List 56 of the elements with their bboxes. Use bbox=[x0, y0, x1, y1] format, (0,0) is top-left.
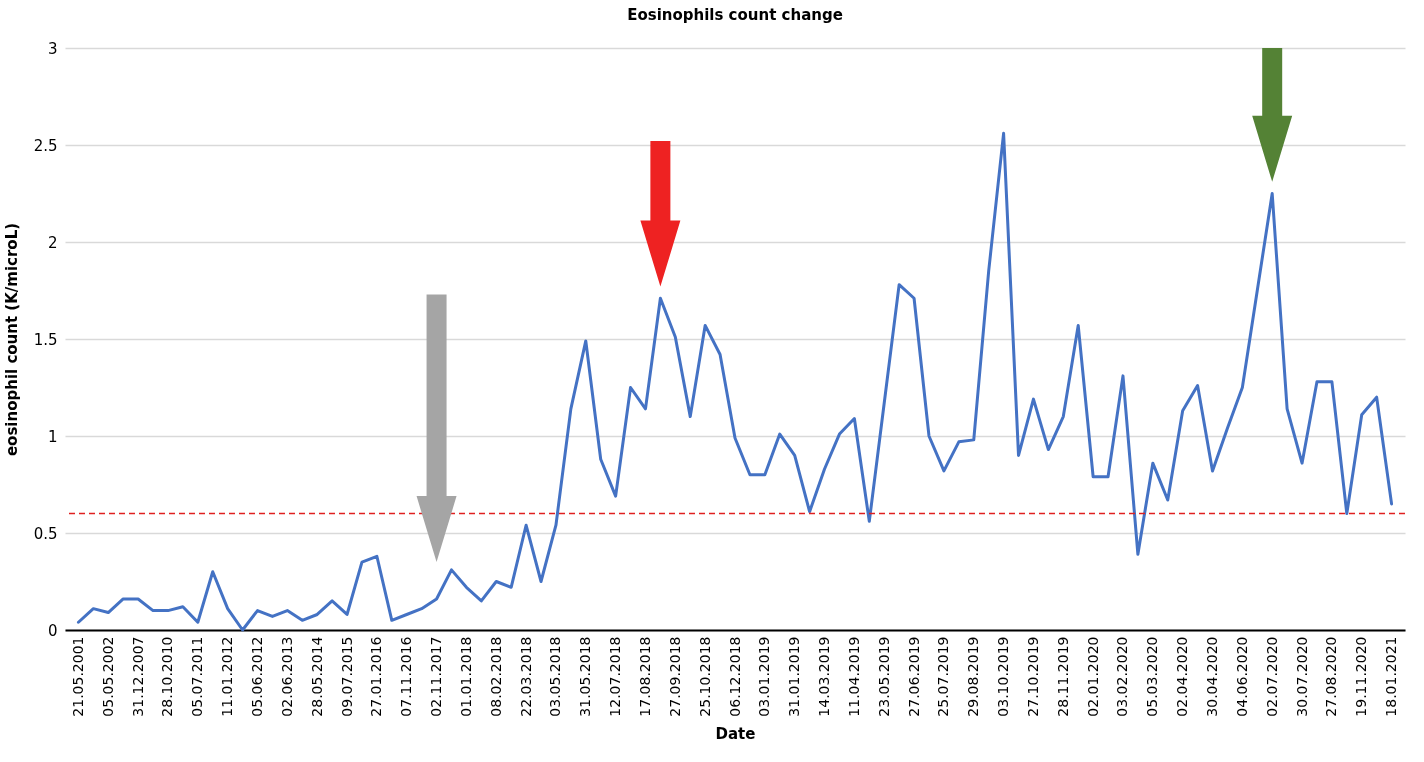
x-tick-label: 27.06.2019 bbox=[905, 636, 922, 717]
x-tick-label: 14.03.2019 bbox=[816, 636, 833, 717]
y-tick-label: 1 bbox=[47, 427, 58, 446]
x-tick-label: 19.11.2020 bbox=[1353, 636, 1370, 717]
x-tick-label: 31.05.2018 bbox=[577, 636, 594, 717]
line-series bbox=[76, 131, 1394, 632]
y-tick-label: 0 bbox=[47, 621, 58, 640]
x-tick-label: 07.11.2016 bbox=[398, 636, 415, 717]
x-tick-label: 28.11.2019 bbox=[1054, 636, 1071, 717]
x-tick-label: 09.07.2015 bbox=[338, 636, 355, 717]
x-tick-label: 31.12.2007 bbox=[129, 636, 146, 717]
x-tick-label: 02.07.2020 bbox=[1263, 636, 1280, 717]
x-tick-label: 01.01.2018 bbox=[457, 636, 474, 717]
x-tick-label: 17.08.2018 bbox=[636, 636, 653, 717]
chart-title: Eosinophils count change bbox=[627, 6, 843, 24]
y-axis-title: eosinophil count (K/microL) bbox=[2, 222, 21, 457]
y-tick-label: 1.5 bbox=[33, 330, 58, 349]
x-tick-label: 18.01.2021 bbox=[1383, 636, 1400, 717]
x-tick-label: 11.01.2012 bbox=[219, 636, 236, 717]
x-tick-label: 29.08.2019 bbox=[965, 636, 982, 717]
x-tick-label: 02.06.2013 bbox=[278, 636, 295, 717]
x-tick-label: 02.01.2020 bbox=[1084, 636, 1101, 717]
x-tick-label: 02.11.2017 bbox=[428, 636, 445, 717]
x-tick-label: 30.07.2020 bbox=[1293, 636, 1310, 717]
x-tick-label: 03.05.2018 bbox=[547, 636, 564, 717]
x-tick-label: 03.01.2019 bbox=[756, 636, 773, 717]
x-tick-label: 28.10.2010 bbox=[159, 636, 176, 717]
x-tick-label: 03.02.2020 bbox=[1114, 636, 1131, 717]
x-tick-label: 25.10.2018 bbox=[696, 636, 713, 717]
x-tick-label: 27.01.2016 bbox=[368, 636, 385, 717]
x-tick-label: 03.10.2019 bbox=[995, 636, 1012, 717]
x-tick-label: 27.10.2019 bbox=[1024, 636, 1041, 717]
x-tick-label: 31.01.2019 bbox=[786, 636, 803, 717]
y-tick-label: 3 bbox=[47, 39, 58, 58]
x-tick-label: 05.05.2002 bbox=[99, 636, 116, 717]
x-tick-label: 25.07.2019 bbox=[935, 636, 952, 717]
x-tick-label: 23.05.2019 bbox=[875, 636, 892, 717]
x-tick-label: 30.04.2020 bbox=[1204, 636, 1221, 717]
x-tick-label: 12.07.2018 bbox=[607, 636, 624, 717]
x-tick-label: 08.02.2018 bbox=[487, 636, 504, 717]
x-tick-label: 05.03.2020 bbox=[1144, 636, 1161, 717]
x-tick-label: 02.04.2020 bbox=[1174, 636, 1191, 717]
x-axis-title: Date bbox=[715, 724, 756, 743]
x-tick-label: 11.04.2019 bbox=[845, 636, 862, 717]
y-tick-label: 2 bbox=[47, 233, 58, 252]
x-tick-label: 28.05.2014 bbox=[308, 636, 325, 717]
x-tick-label: 22.03.2018 bbox=[517, 636, 534, 717]
x-tick-label: 21.05.2001 bbox=[69, 636, 86, 717]
x-tick-label: 27.09.2018 bbox=[666, 636, 683, 717]
x-tick-label: 05.07.2011 bbox=[189, 636, 206, 717]
y-tick-label: 0.5 bbox=[33, 524, 58, 543]
x-tick-label: 04.06.2020 bbox=[1233, 636, 1250, 717]
x-tick-label: 27.08.2020 bbox=[1323, 636, 1340, 717]
x-tick-label: 06.12.2018 bbox=[726, 636, 743, 717]
y-tick-label: 2.5 bbox=[33, 136, 58, 155]
x-tick-label: 05.06.2012 bbox=[248, 636, 265, 717]
